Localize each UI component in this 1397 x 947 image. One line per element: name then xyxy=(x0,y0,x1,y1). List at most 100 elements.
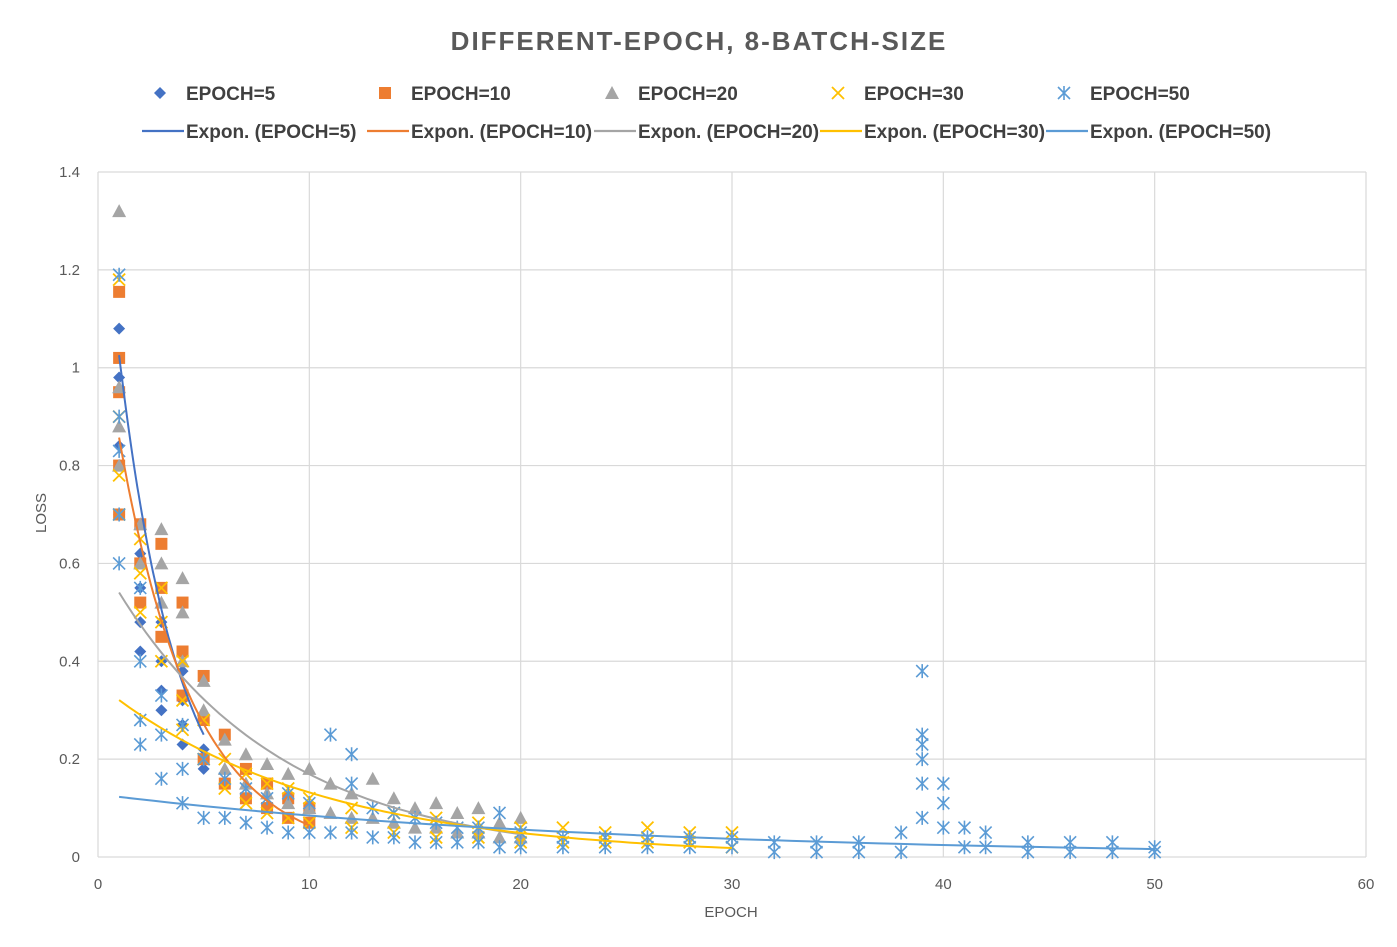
y-tick-label: 0 xyxy=(72,849,80,866)
data-point xyxy=(112,409,126,424)
data-point xyxy=(196,703,211,717)
y-axis-ticks: 0 0.2 0.4 0.6 0.8 1 1.2 1.4 xyxy=(59,164,80,866)
data-point xyxy=(113,322,126,335)
data-point xyxy=(386,791,401,805)
legend-marker xyxy=(1057,86,1071,100)
data-point xyxy=(112,267,126,282)
data-point xyxy=(133,580,147,595)
data-point xyxy=(809,845,824,860)
data-point xyxy=(957,820,972,835)
x-tick-label: 60 xyxy=(1358,876,1375,893)
data-point xyxy=(218,781,232,796)
x-tick-label: 50 xyxy=(1146,876,1163,893)
data-point xyxy=(429,796,444,810)
data-point xyxy=(155,704,168,717)
data-point xyxy=(176,645,189,658)
data-point xyxy=(154,771,168,786)
data-point xyxy=(408,820,422,834)
data-point xyxy=(492,830,507,844)
x-tick-label: 20 xyxy=(512,876,529,893)
data-point xyxy=(640,821,655,835)
data-point xyxy=(514,840,528,855)
data-point xyxy=(302,796,316,811)
data-point xyxy=(217,761,232,775)
y-tick-label: 1.4 xyxy=(59,164,80,181)
data-point xyxy=(176,596,189,609)
data-point xyxy=(133,605,147,619)
data-point xyxy=(302,825,316,840)
data-point xyxy=(345,825,359,840)
x-axis-ticks: 0 10 20 30 40 50 60 xyxy=(94,876,1375,893)
trendline-4 xyxy=(118,699,733,849)
data-point xyxy=(260,820,274,835)
data-point xyxy=(196,673,211,687)
y-tick-label: 0.8 xyxy=(59,458,80,475)
data-point xyxy=(936,776,950,791)
data-point xyxy=(175,571,190,585)
chart-title: DIFFERENT-EPOCH, 8-BATCH-SIZE xyxy=(451,26,948,56)
x-tick-label: 0 xyxy=(94,876,102,893)
data-point xyxy=(154,522,169,536)
data-point xyxy=(239,781,253,796)
legend-label: Expon. (EPOCH=30) xyxy=(864,122,1045,143)
data-point xyxy=(134,645,147,658)
data-point xyxy=(112,204,127,218)
data-point xyxy=(175,717,190,732)
legend-marker xyxy=(379,87,391,99)
data-point xyxy=(979,840,993,855)
data-point xyxy=(323,727,338,742)
data-point xyxy=(365,771,380,785)
data-point xyxy=(197,810,211,825)
data-point xyxy=(408,801,422,815)
data-point xyxy=(133,654,147,669)
data-point xyxy=(936,820,950,835)
trendlines xyxy=(118,354,1155,851)
legend-label: Expon. (EPOCH=5) xyxy=(186,122,357,143)
data-point xyxy=(281,796,296,810)
data-point xyxy=(323,825,338,840)
data-point xyxy=(133,556,148,570)
data-point xyxy=(598,840,612,855)
data-point xyxy=(915,810,929,825)
data-point xyxy=(556,840,570,855)
data-point xyxy=(492,840,507,855)
trendline-1 xyxy=(118,354,205,736)
data-point xyxy=(429,835,443,850)
data-point xyxy=(471,835,485,850)
data-point xyxy=(408,835,422,850)
data-point xyxy=(155,537,168,550)
data-point xyxy=(154,556,169,570)
data-point xyxy=(112,468,126,482)
data-point xyxy=(450,805,465,819)
data-point xyxy=(175,761,190,776)
data-point xyxy=(767,845,781,860)
legend-label: Expon. (EPOCH=20) xyxy=(638,122,819,143)
data-point xyxy=(260,757,275,771)
legend-label: EPOCH=20 xyxy=(638,84,738,105)
data-point xyxy=(915,737,929,752)
data-point xyxy=(218,771,232,786)
data-point xyxy=(239,815,253,830)
data-point xyxy=(133,737,147,752)
legend-label: Expon. (EPOCH=10) xyxy=(411,122,592,143)
data-point xyxy=(979,825,993,840)
gridlines xyxy=(97,171,1367,858)
x-axis-label: EPOCH xyxy=(704,904,757,921)
data-point xyxy=(302,816,316,830)
data-point xyxy=(281,786,295,801)
data-point xyxy=(345,747,359,762)
data-point xyxy=(260,791,274,806)
data-point xyxy=(492,805,507,820)
legend-label: EPOCH=30 xyxy=(864,84,964,105)
data-point xyxy=(112,507,126,522)
data-point xyxy=(450,835,464,850)
data-point xyxy=(852,845,866,860)
data-point xyxy=(894,825,908,840)
legend-marker xyxy=(154,87,166,99)
y-tick-label: 0.2 xyxy=(59,751,80,768)
data-point xyxy=(915,752,929,767)
data-point xyxy=(513,810,528,824)
